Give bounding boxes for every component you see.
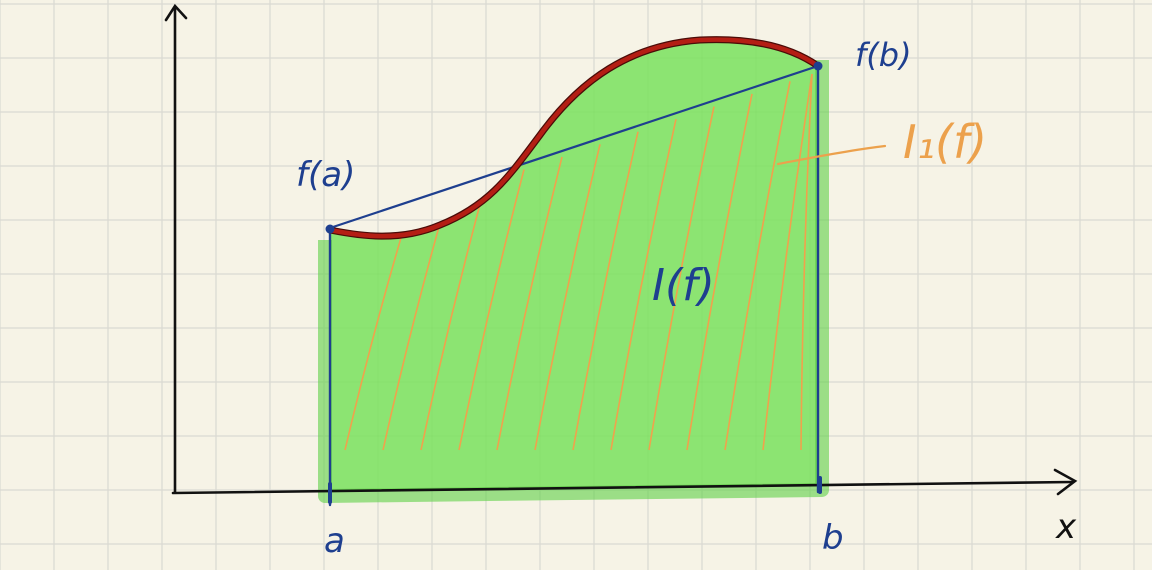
x-axis-arrow	[1053, 468, 1078, 496]
hatch-stroke	[420, 182, 487, 451]
trapezoid-hatching	[344, 73, 813, 451]
secant-line	[329, 64, 819, 230]
area-under-curve	[330, 39, 818, 493]
function-curve	[327, 37, 821, 239]
label-b: b	[822, 518, 844, 558]
area-under-curve-edge	[318, 60, 829, 503]
hatch-stroke	[686, 93, 753, 451]
hatch-stroke	[458, 169, 525, 451]
label-integral: I(f)	[652, 260, 715, 311]
hatch-stroke	[496, 156, 563, 451]
trapezoid-label-leader	[776, 144, 887, 166]
x-axis	[171, 480, 1074, 495]
hatch-stroke	[800, 73, 813, 451]
hatch-stroke	[610, 118, 677, 451]
point-fb	[813, 61, 823, 71]
label-x: x	[1055, 507, 1077, 547]
hatch-stroke	[572, 131, 639, 451]
axes	[164, 3, 1078, 496]
hatch-stroke	[724, 81, 791, 451]
hatch-stroke	[648, 106, 715, 451]
y-axis-arrow	[164, 3, 188, 22]
label-fa: f(a)	[296, 155, 355, 195]
hatch-stroke	[534, 144, 601, 451]
hatch-stroke	[762, 73, 813, 451]
label-fb: f(b)	[855, 36, 912, 74]
label-a: a	[324, 521, 345, 561]
point-fa	[325, 224, 335, 234]
label-trapezoid-integral: I₁(f)	[903, 115, 987, 169]
